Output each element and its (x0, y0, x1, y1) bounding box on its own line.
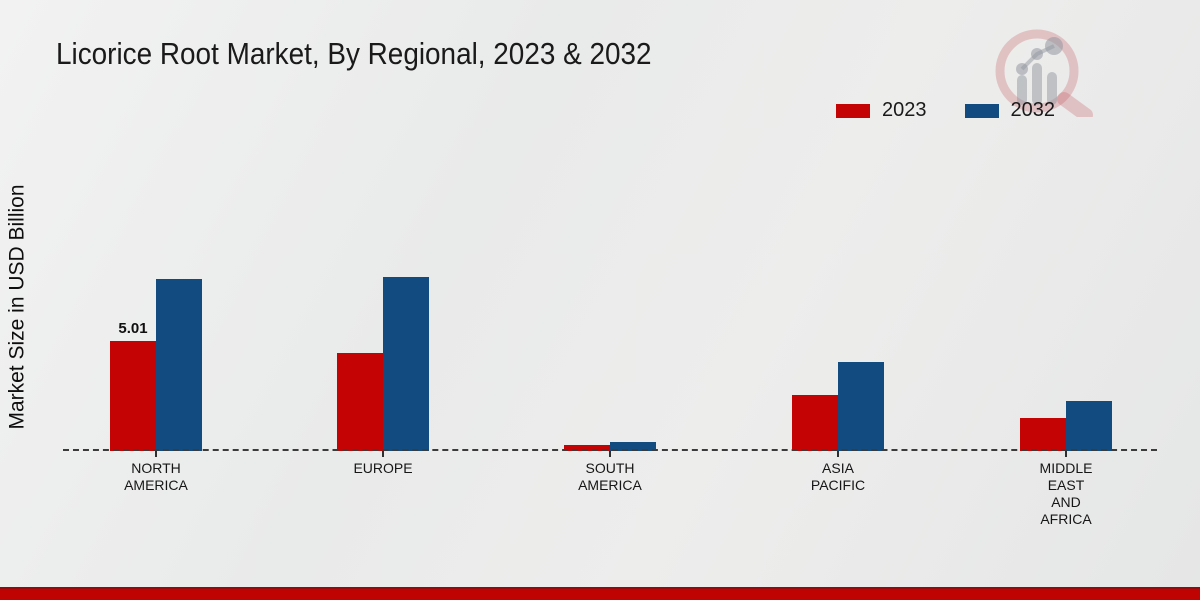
x-axis-label: ASIA PACIFIC (810, 460, 866, 493)
y-axis-title: Market Size in USD Billion (2, 152, 34, 462)
bar-value-label: 5.01 (118, 320, 148, 337)
x-axis-tick (837, 451, 839, 457)
legend-swatch-2032 (964, 103, 999, 118)
bar-2023-category-0 (110, 341, 156, 451)
footer-red-band (0, 587, 1200, 600)
x-axis-label: MIDDLE EAST AND AFRICA (1039, 460, 1093, 527)
legend-label-2023: 2023 (882, 99, 927, 121)
legend-item-2032: 2032 (964, 99, 1056, 122)
bar-2032-category-3 (838, 362, 884, 451)
legend-label-2032: 2032 (1010, 99, 1056, 121)
bar-2023-category-4 (1020, 418, 1066, 451)
x-axis-tick (609, 451, 611, 457)
bar-2023-category-1 (337, 353, 383, 451)
bar-2032-category-0 (156, 279, 202, 451)
x-axis-tick (382, 451, 384, 457)
x-axis-tick (155, 451, 157, 457)
chart-title: Licorice Root Market, By Regional, 2023 … (56, 36, 652, 71)
x-axis-label: EUROPE (353, 460, 413, 476)
bar-2032-category-4 (1066, 401, 1112, 451)
x-axis-baseline (63, 449, 1157, 451)
bar-2032-category-2 (610, 442, 656, 451)
y-axis-title-text: Market Size in USD Billion (6, 184, 29, 430)
legend-swatch-2023 (836, 103, 870, 118)
x-axis-label: NORTH AMERICA (124, 460, 188, 493)
legend-item-2023: 2023 (836, 99, 927, 122)
market-research-future-logo (988, 25, 1100, 122)
bar-2032-category-1 (383, 277, 429, 451)
magnifier-trend-icon (995, 29, 1093, 122)
bar-2023-category-3 (792, 395, 838, 451)
x-axis-tick (1065, 451, 1067, 457)
x-axis-label: SOUTH AMERICA (578, 460, 642, 493)
bar-2023-category-2 (564, 445, 610, 451)
legend: 2023 2032 (836, 99, 1055, 122)
